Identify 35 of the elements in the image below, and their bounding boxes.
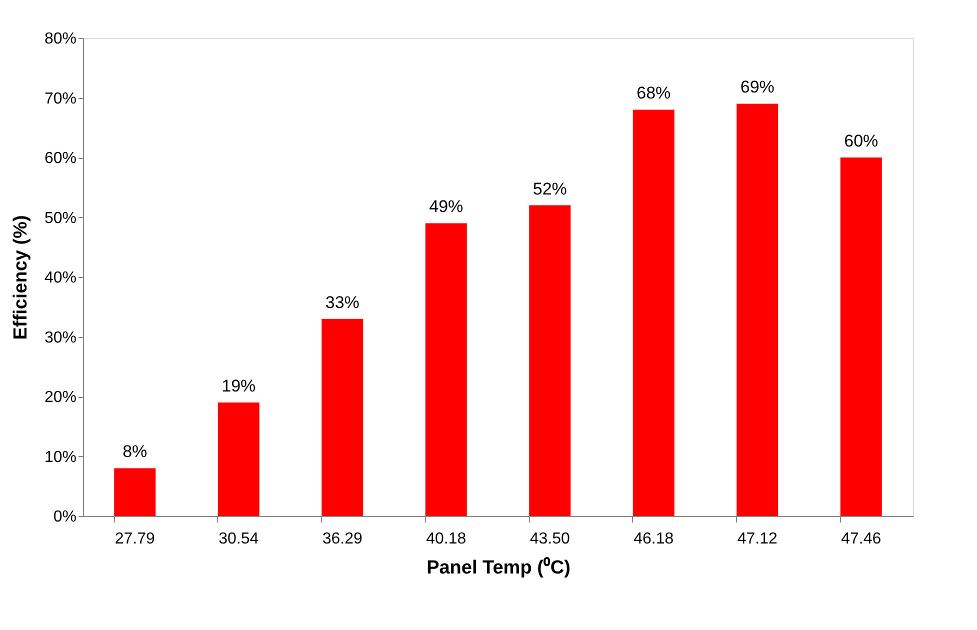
x-tick-label: 40.18 xyxy=(426,530,466,548)
bar xyxy=(736,104,778,516)
x-axis-title: Panel Temp (⁰C) xyxy=(426,556,570,578)
y-tick-label: 70% xyxy=(44,90,76,108)
x-tick-label: 30.54 xyxy=(218,530,259,548)
y-tick-label: 0% xyxy=(53,508,76,526)
y-tick-label: 40% xyxy=(44,270,76,286)
data-label: 69% xyxy=(740,78,774,97)
bar xyxy=(218,402,260,516)
y-tick-label: 60% xyxy=(44,150,76,167)
y-tick-label: 50% xyxy=(44,210,76,227)
data-label: 33% xyxy=(325,292,360,312)
x-tick-label: 46.18 xyxy=(634,530,674,548)
bar xyxy=(322,318,364,516)
data-label: 19% xyxy=(222,376,256,396)
y-tick-label: 20% xyxy=(44,389,76,406)
bar xyxy=(114,468,156,516)
data-label: 60% xyxy=(844,132,878,150)
data-label: 8% xyxy=(122,442,148,462)
data-label: 52% xyxy=(532,179,567,198)
data-label: 49% xyxy=(429,197,464,216)
bar xyxy=(632,110,674,516)
y-tick-label: 10% xyxy=(44,448,76,466)
bar xyxy=(840,158,882,516)
data-label: 68% xyxy=(636,84,671,103)
bar xyxy=(529,205,571,516)
x-tick-label: 47.12 xyxy=(737,530,778,548)
x-tick-label: 47.46 xyxy=(841,530,882,548)
y-axis-title: Efficiency (%) xyxy=(10,215,32,340)
x-tick-label: 36.29 xyxy=(322,530,362,548)
bar xyxy=(425,223,467,516)
y-tick-label: 80% xyxy=(44,30,76,48)
x-tick-label: 27.79 xyxy=(114,530,155,548)
y-tick-label: 30% xyxy=(44,329,76,346)
x-tick-label: 43.50 xyxy=(530,530,570,548)
